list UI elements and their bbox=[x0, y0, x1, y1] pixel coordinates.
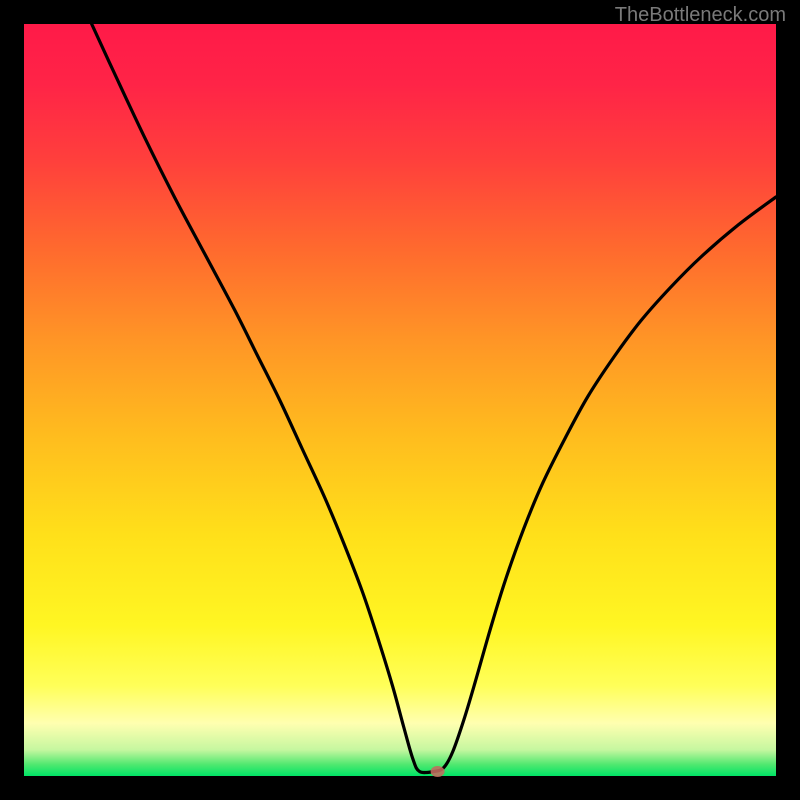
bottleneck-chart bbox=[0, 0, 800, 800]
chart-root: TheBottleneck.com bbox=[0, 0, 800, 800]
watermark-text: TheBottleneck.com bbox=[615, 4, 786, 27]
chart-gradient-bg bbox=[24, 24, 776, 776]
optimal-point-marker bbox=[431, 766, 445, 777]
